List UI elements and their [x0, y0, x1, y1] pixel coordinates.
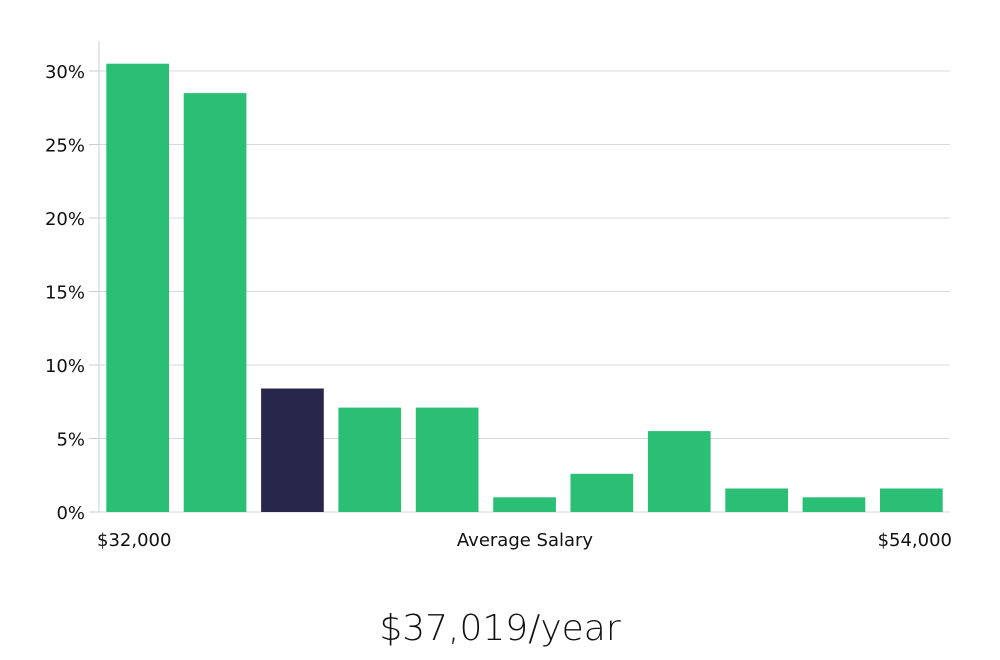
bar: [106, 63, 169, 512]
y-tick-label: 25%: [45, 136, 85, 157]
bars: [106, 63, 943, 512]
y-axis-ticks: 0% 5% 10% 15% 20% 25% 30%: [45, 62, 99, 524]
bar: [415, 407, 479, 512]
y-tick-label: 10%: [45, 356, 85, 377]
y-tick-label: 20%: [45, 209, 85, 230]
salary-histogram: 0% 5% 10% 15% 20% 25% 30% $32,000 Average Sala…: [45, 41, 952, 551]
bar: [570, 473, 634, 512]
bar: [725, 488, 788, 512]
x-label-max: $54,000: [878, 530, 952, 551]
bar-highlighted: [261, 388, 324, 512]
x-label-min: $32,000: [97, 530, 171, 551]
y-tick-label: 15%: [45, 283, 85, 304]
bar: [802, 497, 866, 512]
y-tick-label: 5%: [56, 430, 85, 451]
bar: [493, 497, 556, 512]
bar: [183, 93, 247, 512]
average-salary-value: $37,019/year: [379, 608, 621, 649]
bar: [647, 431, 711, 512]
bar: [338, 407, 402, 512]
y-tick-label: 30%: [45, 62, 85, 83]
bar: [880, 488, 943, 512]
x-axis-title: Average Salary: [457, 530, 594, 551]
y-tick-label: 0%: [56, 503, 85, 524]
